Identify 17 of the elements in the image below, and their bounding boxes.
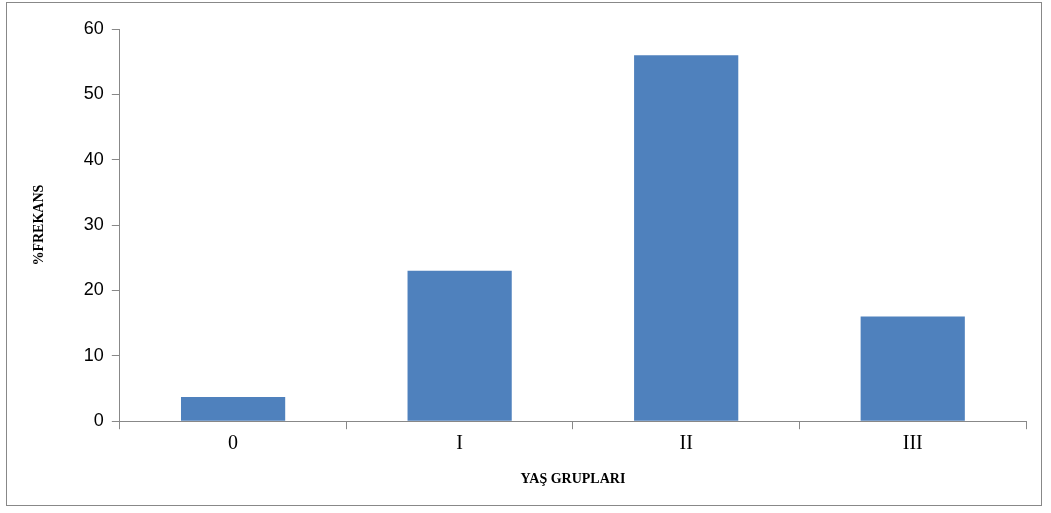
y-tick-label: 30 [83,214,104,235]
bar [180,397,286,421]
x-tick-label: II [679,431,693,454]
y-tick-label: 40 [83,148,104,169]
y-axis-title: %FREKANS [31,184,47,266]
y-tick-label: 60 [83,17,104,38]
y-tick-label: 20 [83,279,104,300]
bar [634,55,739,421]
x-tick-label: III [902,431,923,454]
y-tick-label: 0 [93,410,104,431]
x-tick-label: I [456,431,463,454]
x-tick-label: 0 [228,431,239,454]
bar [407,270,512,421]
y-tick-label: 10 [83,344,104,365]
bar [860,316,965,421]
y-tick-label: 50 [83,83,104,104]
x-axis-title: YAŞ GRUPLARI [520,471,626,487]
